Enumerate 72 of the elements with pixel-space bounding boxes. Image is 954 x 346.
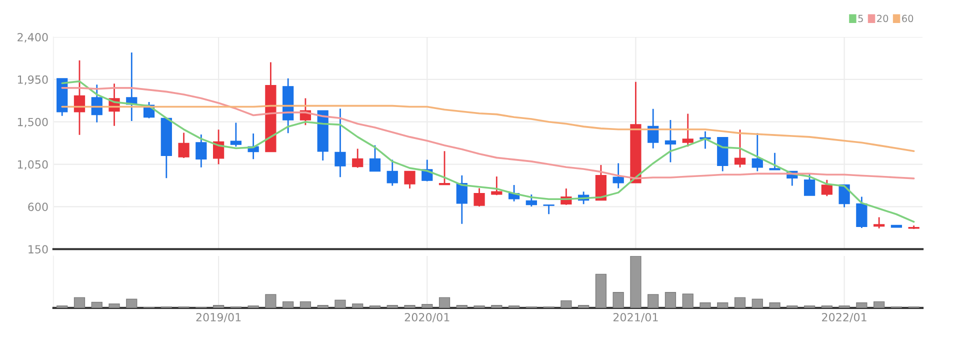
bar xyxy=(334,300,346,308)
bar xyxy=(438,297,450,308)
x-tick-label: 2020/01 xyxy=(404,312,450,322)
bar xyxy=(74,297,86,308)
candlestick xyxy=(456,174,468,225)
bar xyxy=(91,302,102,308)
candlestick xyxy=(491,176,502,196)
bar xyxy=(612,292,624,308)
candlestick xyxy=(352,148,364,168)
bar xyxy=(578,304,590,308)
bar xyxy=(752,298,763,308)
y-tick-label: 1,500 xyxy=(18,118,48,128)
bar xyxy=(700,302,711,308)
candlestick xyxy=(734,128,746,168)
bar xyxy=(856,302,868,308)
bar xyxy=(108,303,120,308)
bar xyxy=(212,304,224,308)
candlestick xyxy=(404,170,416,190)
candlestick xyxy=(74,60,86,136)
candlestick xyxy=(612,162,624,189)
bar xyxy=(769,302,780,308)
bar xyxy=(317,304,328,308)
candlestick xyxy=(386,159,398,186)
bar xyxy=(630,256,642,308)
candlestick xyxy=(543,204,554,215)
legend-label: 5 xyxy=(858,14,863,22)
x-tick-label: 2022/01 xyxy=(822,312,866,322)
bar xyxy=(664,292,676,308)
bar xyxy=(456,304,468,308)
bar xyxy=(560,300,572,308)
y-tick-label: 150 xyxy=(28,245,48,254)
candlestick xyxy=(752,132,763,172)
candlestick xyxy=(474,188,485,208)
x-tick-label: 2021/01 xyxy=(613,312,658,322)
bar xyxy=(717,302,728,308)
bar xyxy=(265,294,276,308)
y-tick-label: 600 xyxy=(28,202,48,212)
candlestick xyxy=(664,119,676,163)
bar xyxy=(386,304,398,308)
candlestick xyxy=(196,134,207,168)
bar xyxy=(648,294,659,308)
candlestick xyxy=(91,84,102,124)
candlestick xyxy=(874,216,885,230)
y-tick-label: 2,400 xyxy=(18,32,48,43)
candlestick xyxy=(438,150,450,186)
candlestick xyxy=(178,132,190,159)
bar xyxy=(595,274,607,308)
candlestick xyxy=(769,152,780,171)
y-tick-label: 1,950 xyxy=(18,75,48,85)
bar xyxy=(491,304,502,308)
x-tick-label: 2019/01 xyxy=(196,312,241,322)
y-tick-label: 1,050 xyxy=(18,160,48,170)
bar xyxy=(282,301,294,308)
candlestick xyxy=(856,196,868,229)
candlestick xyxy=(369,144,381,172)
candlestick xyxy=(682,113,694,148)
bar xyxy=(682,294,694,308)
bar xyxy=(734,297,746,308)
bar xyxy=(126,298,138,308)
bar xyxy=(404,304,416,308)
bar xyxy=(352,303,364,308)
bar xyxy=(300,301,312,308)
candlestick xyxy=(334,108,346,178)
candlestick xyxy=(526,194,537,208)
legend-label: 60 xyxy=(902,14,914,22)
legend-label: 20 xyxy=(877,14,888,22)
candlestick xyxy=(821,179,832,197)
bar xyxy=(874,301,885,308)
candlestick xyxy=(838,184,850,208)
candlestick xyxy=(230,122,242,148)
candlestick xyxy=(804,172,816,196)
bar xyxy=(422,304,433,308)
